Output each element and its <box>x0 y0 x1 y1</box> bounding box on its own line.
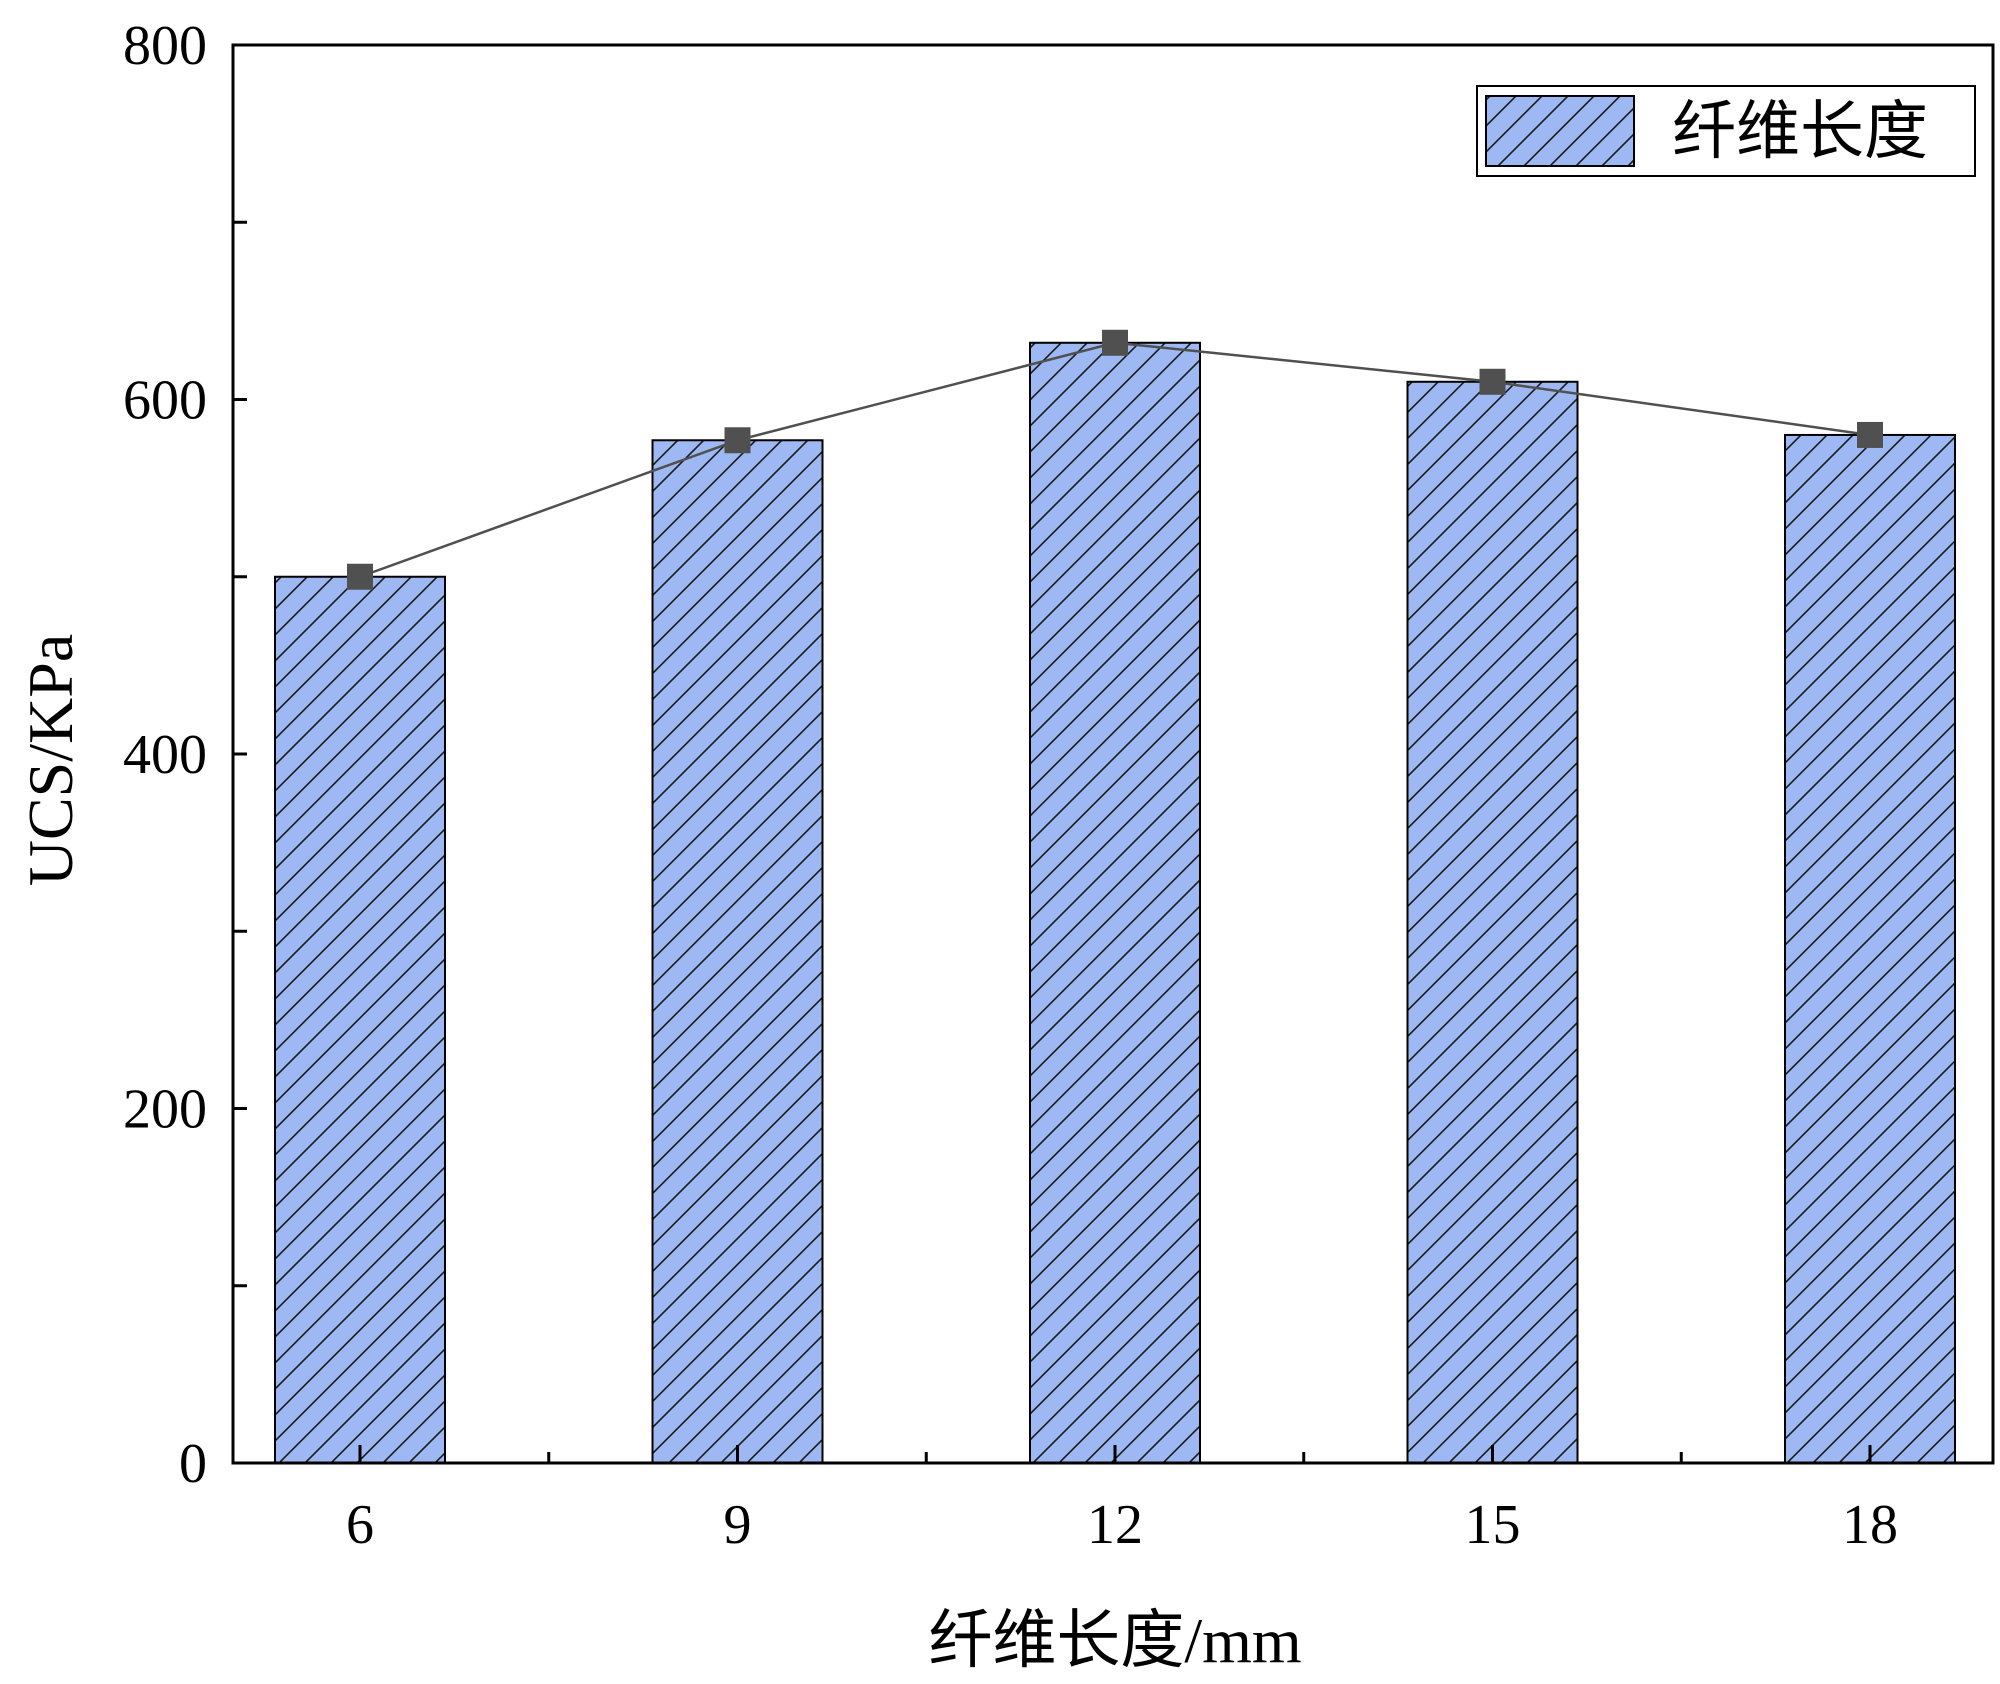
x-axis-title: 纤维长度/mm <box>928 1605 1301 1676</box>
bar-15 <box>1406 380 1579 1464</box>
y-tick-label: 200 <box>123 1079 207 1141</box>
trend-marker-9 <box>724 427 751 454</box>
trend-line-layer <box>347 329 1883 590</box>
x-tick-label: 9 <box>724 1494 752 1556</box>
bar-12 <box>1029 341 1201 1464</box>
legend-swatch <box>1485 95 1635 167</box>
y-tick-label: 800 <box>123 15 207 77</box>
trend-marker-15 <box>1479 368 1506 395</box>
x-tick-label: 6 <box>346 1494 374 1556</box>
ticks-layer: 0 200 400 600 800 6 9 12 15 18 <box>123 15 1898 1556</box>
y-axis-title: UCS/KPa <box>15 634 86 887</box>
trend-marker-12 <box>1102 329 1128 356</box>
trend-marker-6 <box>347 563 373 590</box>
y-tick-label: 600 <box>123 370 207 432</box>
y-tick-label: 0 <box>179 1433 207 1495</box>
x-tick-label: 12 <box>1087 1494 1143 1556</box>
bar-6 <box>274 575 446 1464</box>
bar-18 <box>1784 433 1956 1465</box>
trend-marker-18 <box>1857 421 1883 448</box>
bars-layer <box>274 341 1956 1465</box>
legend: 纤维长度 <box>1476 85 1976 177</box>
y-tick-label: 400 <box>123 724 207 786</box>
bar-9 <box>651 439 824 1464</box>
x-tick-label: 18 <box>1842 1494 1898 1556</box>
legend-label: 纤维长度 <box>1672 96 1928 167</box>
x-tick-label: 15 <box>1465 1494 1521 1556</box>
